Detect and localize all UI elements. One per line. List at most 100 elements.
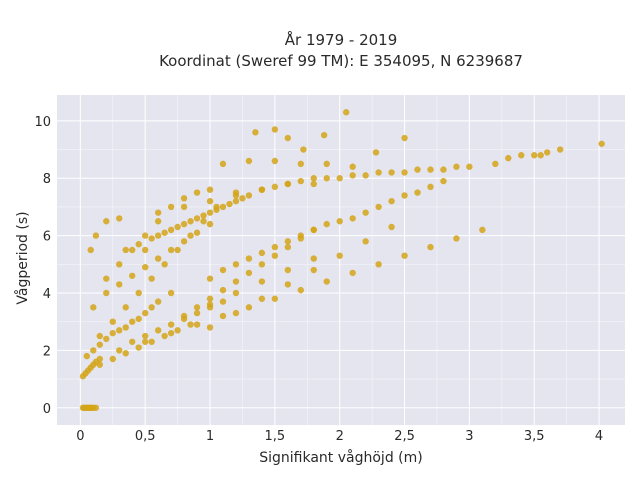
x-tick-label: 1 [206,429,214,444]
scatter-point [180,315,188,323]
scatter-point [258,278,266,285]
scatter-point [388,197,395,205]
scatter-point [206,209,214,216]
scatter-point [375,203,382,211]
scatter-point [96,341,103,348]
x-axis-label: Signifikant våghöjd (m) [259,449,422,466]
scatter-point [103,275,110,282]
scatter-point [258,261,266,268]
scatter-point [310,180,317,188]
scatter-point [206,275,214,282]
scatter-point [245,255,253,262]
scatter-point [232,192,240,199]
scatter-point [213,206,220,213]
y-tick-label: 0 [43,402,51,417]
scatter-point [219,203,227,211]
scatter-point [96,361,103,368]
scatter-point [543,149,551,156]
scatter-point [320,131,328,139]
scatter-point [129,246,136,254]
x-tick-label: 4 [595,429,603,444]
scatter-point [116,215,123,222]
scatter-point [180,220,188,228]
scatter-point [427,183,434,191]
scatter-point [219,286,227,294]
scatter-point [297,235,304,242]
scatter-point [362,172,369,179]
scatter-point [167,246,175,254]
scatter-point [154,218,162,225]
scatter-point [336,252,343,259]
x-tick-label: 0 [76,429,84,444]
scatter-point [271,183,279,191]
chart-title-line-2: Koordinat (Sweref 99 TM): E 354095, N 62… [159,52,523,70]
scatter-point [336,175,343,182]
scatter-point [440,177,447,185]
scatter-point [83,352,91,360]
scatter-point [226,200,233,208]
scatter-point [206,220,214,228]
scatter-point [167,203,175,211]
scatter-point [342,109,350,116]
scatter-point [284,180,292,188]
scatter-point [518,152,525,159]
plot-background [57,95,625,425]
scatter-point [375,169,382,176]
scatter-point [310,175,317,182]
scatter-point [219,298,227,305]
scatter-point [141,338,149,345]
scatter-point [135,315,142,323]
scatter-point [271,243,279,251]
scatter-point [135,289,142,297]
scatter-point [92,404,100,411]
scatter-point [349,163,356,170]
scatter-point [129,338,136,345]
scatter-point [219,160,227,168]
scatter-point [598,140,605,147]
scatter-point [310,266,317,274]
scatter-point [200,212,207,219]
scatter-point [167,329,175,337]
scatter-point [180,203,188,211]
scatter-point [174,327,181,334]
scatter-point [232,278,240,285]
scatter-point [141,332,149,340]
scatter-point [148,235,155,242]
scatter-point [167,289,175,297]
scatter-point [148,304,155,311]
scatter-point [349,172,356,179]
scatter-point [323,175,330,182]
scatter-point [141,263,149,271]
scatter-point [193,215,201,222]
scatter-point [232,261,240,268]
scatter-point [122,246,129,254]
scatter-point [193,309,201,317]
scatter-point [129,318,136,325]
scatter-point [245,304,253,311]
scatter-point [271,252,279,259]
x-tick-label: 2 [336,429,344,444]
scatter-point [109,318,116,325]
scatter-point [154,209,162,216]
scatter-point [116,281,123,288]
scatter-point [388,169,395,176]
scatter-point [505,154,512,162]
scatter-point [284,243,292,251]
scatter-point [323,160,330,168]
scatter-point [193,189,201,196]
scatter-point [388,223,395,231]
scatter-point [90,347,97,354]
scatter-point [401,134,408,142]
scatter-point [92,232,100,239]
scatter-point [167,226,175,234]
scatter-point [148,275,155,282]
scatter-point [453,163,460,170]
scatter-point [537,152,544,159]
scatter-point [193,229,201,236]
scatter-point [300,146,307,153]
scatter-point [141,246,149,254]
scatter-point [187,232,194,239]
scatter-point [116,327,123,334]
scatter-point [492,160,499,168]
